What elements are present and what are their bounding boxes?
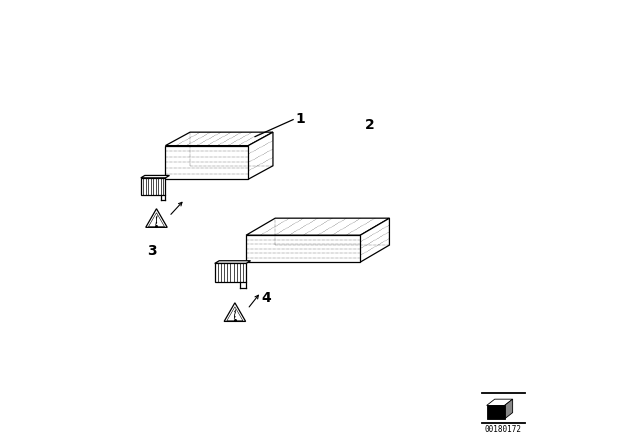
Text: 1: 1 (296, 112, 305, 126)
Polygon shape (215, 261, 251, 263)
Polygon shape (146, 209, 167, 227)
Polygon shape (165, 132, 273, 146)
Text: 2: 2 (365, 118, 374, 133)
Polygon shape (141, 178, 165, 195)
Text: 00180172: 00180172 (485, 425, 522, 434)
Text: 3: 3 (148, 244, 157, 258)
Polygon shape (246, 218, 389, 235)
Polygon shape (234, 309, 236, 319)
Polygon shape (248, 132, 273, 179)
Polygon shape (486, 405, 504, 419)
Polygon shape (246, 235, 360, 262)
Polygon shape (215, 263, 246, 282)
Polygon shape (486, 399, 513, 405)
Polygon shape (224, 303, 246, 321)
Polygon shape (141, 176, 170, 178)
Polygon shape (360, 218, 389, 262)
Text: 4: 4 (262, 291, 271, 305)
Polygon shape (156, 215, 157, 225)
Polygon shape (165, 146, 248, 179)
Polygon shape (504, 399, 513, 419)
